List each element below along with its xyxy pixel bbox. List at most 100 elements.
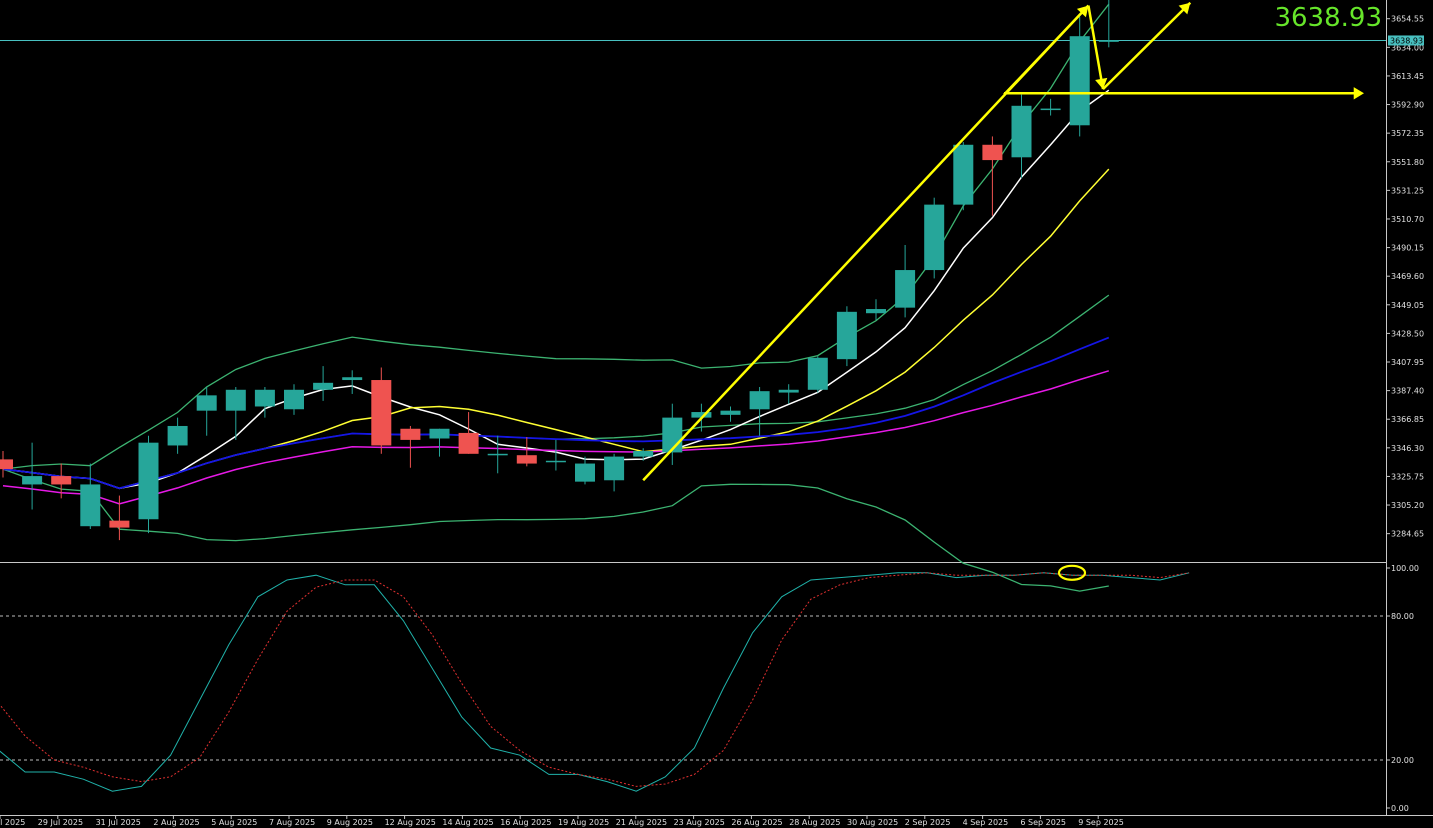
current-price-tag-text: 3638.93 (1390, 36, 1423, 45)
candle-body (371, 380, 392, 446)
price-tick-label: 3469.60 (1391, 272, 1424, 281)
candle-body (167, 425, 188, 446)
price-tick-label: 3551.80 (1391, 158, 1424, 167)
candles (0, 0, 1119, 541)
stoch-signal-line (0, 572, 1190, 787)
time-tick-label: 6 Sep 2025 (1020, 818, 1066, 827)
candle-body (953, 144, 974, 205)
price-tick-label: 3387.40 (1391, 387, 1424, 396)
time-tick-label: 16 Aug 2025 (500, 818, 551, 827)
price-tick-label: 3366.85 (1391, 415, 1424, 424)
candle (196, 386, 217, 436)
candle-body (633, 451, 654, 457)
time-tick-label: 14 Aug 2025 (442, 818, 493, 827)
time-tick-label: 23 Aug 2025 (674, 818, 725, 827)
bollinger-lower-line (2, 468, 1109, 592)
candle (982, 136, 1003, 216)
price-tick-label: 3305.20 (1391, 501, 1424, 510)
stoch-highlight-circle (1057, 564, 1087, 581)
price-tick-label: 3407.95 (1391, 358, 1424, 367)
price-tick-label: 3572.35 (1391, 129, 1424, 138)
target-arrow-head (1178, 2, 1191, 15)
candle (254, 386, 275, 418)
candle (342, 370, 363, 394)
candle-body (109, 520, 130, 528)
candle-body (866, 309, 886, 314)
time-tick-label: 19 Aug 2025 (558, 818, 609, 827)
candle-body (895, 270, 916, 308)
price-tick-label: 3654.55 (1391, 15, 1424, 24)
time-tick-label: 9 Aug 2025 (327, 818, 373, 827)
pullback-arrow-line (1087, 5, 1105, 90)
candle (80, 463, 101, 529)
price-tick-label: 3490.15 (1391, 244, 1424, 253)
bollinger-upper-line (2, 3, 1110, 470)
candle (924, 197, 945, 279)
candle (953, 141, 974, 211)
candle (1040, 98, 1061, 116)
candle-body (1040, 108, 1061, 111)
time-tick-label: 31 Jul 2025 (96, 818, 141, 827)
candle-body (662, 417, 683, 453)
time-tick-label: 5 Aug 2025 (211, 818, 257, 827)
current-price-tag-box (1388, 35, 1424, 46)
time-tick-label: 21 Aug 2025 (616, 818, 667, 827)
pullback-arrow-head (1095, 77, 1108, 90)
candle (836, 306, 857, 367)
candle-body (51, 476, 72, 485)
candle (400, 425, 421, 468)
channel-arrow-head (1076, 5, 1089, 18)
candle (51, 463, 72, 499)
time-tick-label: 2 Aug 2025 (153, 818, 199, 827)
price-tick-label: 3592.90 (1391, 101, 1424, 110)
time-tick-label: 2 Sep 2025 (905, 818, 951, 827)
candle-body (342, 377, 363, 381)
candle-body (720, 410, 741, 415)
bollinger-bands (2, 3, 1110, 592)
candle-body (516, 455, 537, 464)
candle-body (1011, 105, 1032, 158)
candle-body (80, 484, 101, 527)
price-tick-label: 3613.45 (1391, 72, 1424, 81)
candle (516, 437, 537, 467)
price-tick-label: 3531.25 (1391, 186, 1424, 195)
candle-body (545, 460, 566, 463)
candle (604, 453, 625, 492)
candle-body (284, 389, 304, 410)
candle-body (458, 432, 479, 454)
price-tick-label: 3346.30 (1391, 444, 1424, 453)
candle-body (225, 389, 246, 411)
candle-body (487, 453, 508, 456)
candle (720, 406, 741, 422)
support-arrow-head (1353, 87, 1364, 100)
price-tick-label: 3634.00 (1391, 43, 1424, 52)
candle (807, 356, 828, 393)
candle-body (778, 389, 799, 393)
stoch-tick-label: 0.00 (1391, 804, 1409, 813)
candle (138, 435, 159, 534)
candle-body (807, 357, 828, 390)
time-tick-label: 28 Aug 2025 (789, 818, 840, 827)
price-tick-label: 3284.65 (1391, 530, 1424, 539)
candle (225, 386, 246, 440)
candle-body (836, 311, 857, 360)
time-tick-label: 29 Jul 2025 (38, 818, 83, 827)
candle-body (749, 391, 770, 410)
candle-body (924, 204, 945, 271)
candle (22, 442, 43, 510)
time-tick-label: 9 Sep 2025 (1078, 818, 1124, 827)
stoch-main-line (0, 572, 1190, 792)
candle (866, 299, 886, 321)
target-arrow-line (1102, 1, 1192, 90)
stochastic-oscillator: 100.00 80.00 20.00 0.00 (0, 564, 1419, 813)
candle-body (429, 428, 450, 439)
candle (487, 435, 508, 474)
price-tick-label: 3510.70 (1391, 215, 1424, 224)
time-tick-label: 7 Aug 2025 (269, 818, 315, 827)
candle-body (0, 459, 13, 470)
time-tick-label: 4 Sep 2025 (963, 818, 1009, 827)
candle (575, 456, 595, 485)
candle (313, 366, 334, 401)
